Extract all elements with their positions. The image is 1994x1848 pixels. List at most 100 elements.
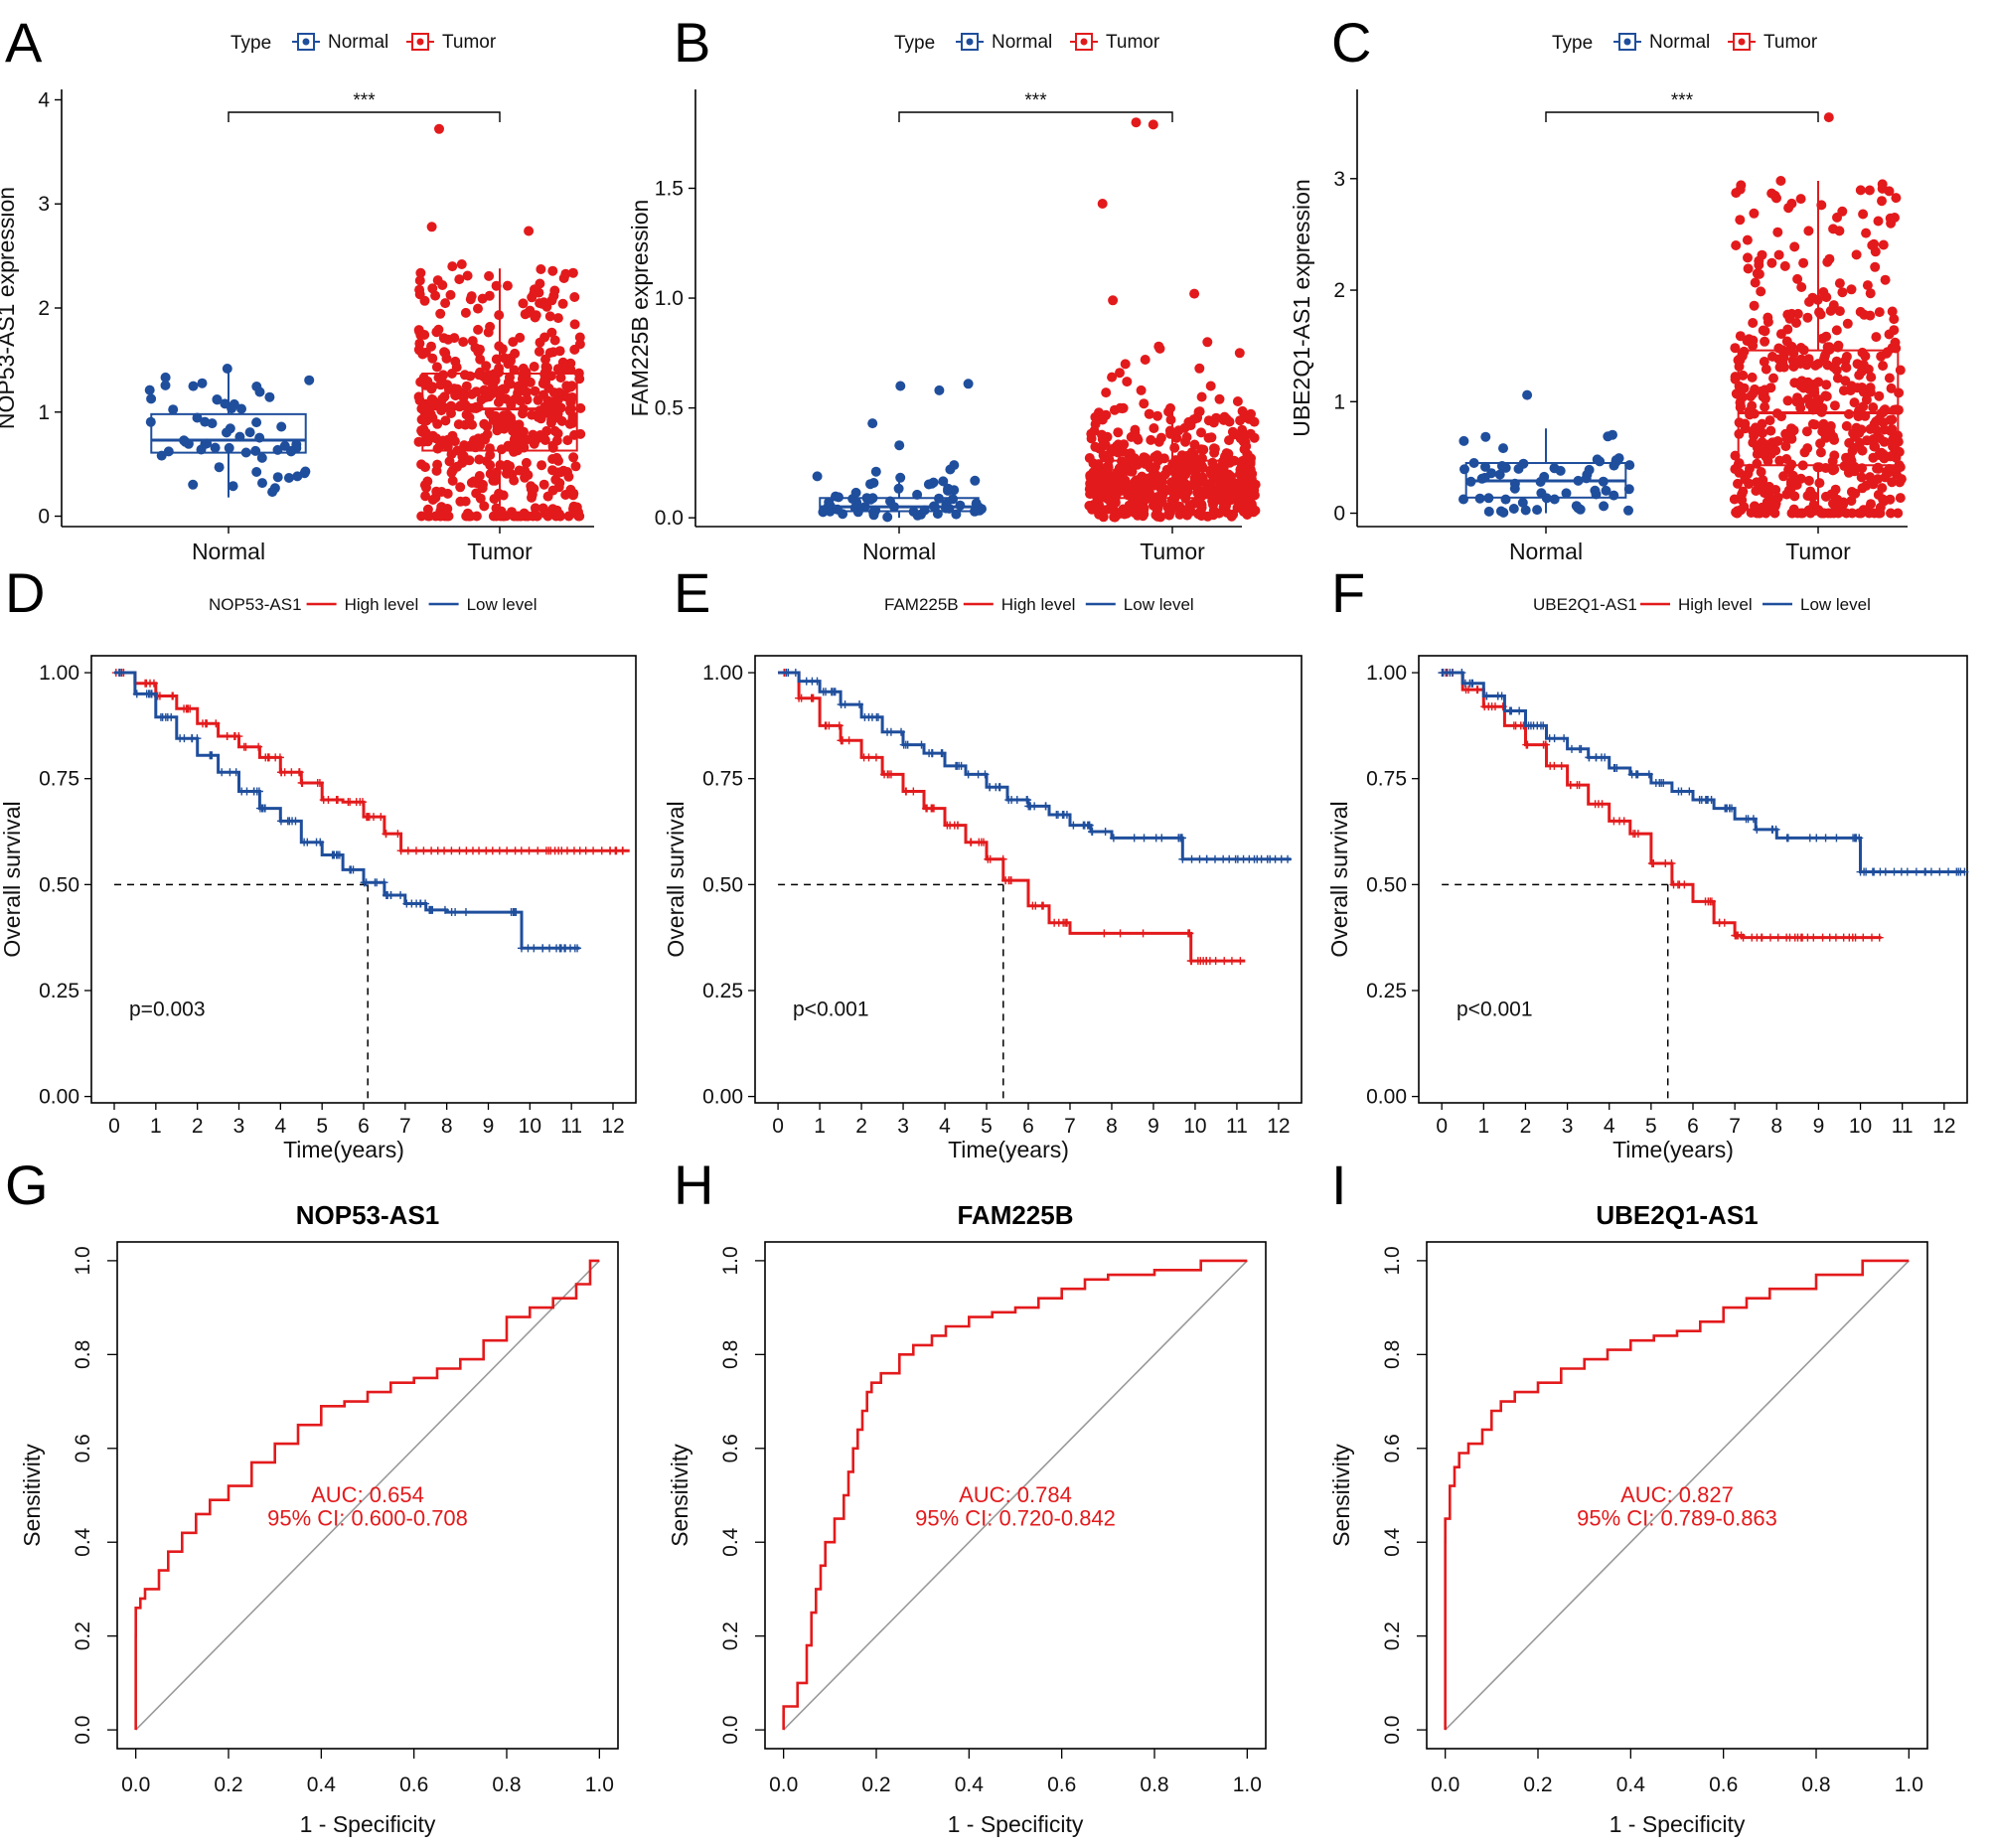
data-point [272, 472, 283, 483]
outlier-point [1115, 368, 1125, 379]
plot-frame [1418, 655, 1968, 1104]
data-point [1856, 508, 1867, 519]
data-point [1879, 436, 1890, 447]
outlier-point [447, 261, 458, 272]
x-tick-label: 0.2 [861, 1773, 890, 1796]
censor-mark [581, 847, 590, 855]
data-point [1772, 227, 1783, 237]
data-point [1895, 365, 1906, 376]
y-axis-title: Overall survival [1326, 801, 1352, 957]
data-point [422, 504, 433, 515]
data-point [1817, 333, 1828, 344]
legend-entry: High level [1001, 595, 1076, 614]
x-tick-label: 6 [1687, 1115, 1699, 1138]
data-point [1770, 445, 1781, 456]
censor-mark [1557, 761, 1566, 770]
data-point [228, 481, 238, 492]
data-point [1212, 463, 1223, 474]
censor-mark [1809, 933, 1818, 942]
roc-title: NOP53-AS1 [296, 1200, 440, 1230]
roc-panel-g: G NOP53-AS1 0.0 0.2 0.4 0.6 0.8 1.0 0.0 0.2 0.4 0.6… [5, 1154, 619, 1837]
censor-mark [953, 761, 962, 770]
x-tick-label: 3 [897, 1115, 909, 1138]
data-point [1865, 383, 1876, 393]
data-point [420, 462, 430, 473]
censor-mark [791, 669, 800, 678]
censor-mark [1944, 867, 1953, 876]
data-point [533, 411, 543, 422]
y-tick-label: 1.5 [655, 177, 684, 200]
data-point [1509, 483, 1520, 494]
data-point [570, 461, 581, 472]
data-point [1854, 427, 1865, 438]
data-point [1235, 464, 1246, 475]
p-value: p<0.001 [1457, 999, 1533, 1021]
data-point [1831, 365, 1842, 376]
data-point [569, 319, 580, 330]
panel-label: E [674, 561, 710, 624]
data-point [1757, 249, 1767, 260]
data-point [484, 270, 495, 281]
censor-mark [184, 704, 193, 713]
data-point [1829, 464, 1840, 475]
censor-mark [275, 753, 284, 762]
x-tick-label: 2 [192, 1115, 204, 1138]
data-point [254, 386, 265, 397]
data-point [1837, 206, 1848, 217]
legend-key-dot [1623, 38, 1631, 46]
data-point [438, 435, 448, 446]
data-point [549, 285, 560, 296]
data-point [575, 402, 586, 413]
data-point [539, 332, 550, 343]
data-point [544, 311, 555, 322]
data-point [567, 417, 578, 428]
data-point [537, 460, 547, 471]
censor-mark [276, 817, 285, 826]
data-point [1508, 504, 1519, 514]
data-point [1221, 501, 1231, 512]
data-point [1791, 318, 1801, 328]
data-point [1742, 234, 1753, 245]
censor-mark [1577, 744, 1586, 753]
data-point [1765, 425, 1776, 436]
data-point [416, 511, 427, 522]
km-curve-low-level [1442, 671, 1965, 873]
data-point [471, 511, 482, 522]
data-point [1804, 296, 1814, 307]
data-point [501, 468, 512, 479]
data-point [443, 334, 454, 345]
outlier-point [870, 466, 881, 477]
ci-label: 95% CI: 0.600-0.708 [267, 1506, 468, 1531]
data-point [236, 403, 246, 414]
x-tick-label: 1 [814, 1115, 826, 1138]
censor-mark [1473, 686, 1482, 694]
data-point [489, 470, 500, 481]
data-point [556, 415, 567, 426]
data-point [1878, 361, 1889, 372]
data-point [1878, 494, 1889, 505]
censor-mark [871, 753, 880, 762]
data-point [436, 376, 447, 386]
data-point [144, 385, 155, 395]
data-point [548, 413, 559, 424]
data-point [1781, 454, 1792, 464]
data-point [447, 430, 458, 441]
data-point [1788, 362, 1799, 372]
data-point [1849, 397, 1860, 408]
data-point [1864, 185, 1875, 196]
km-panel-e: E0 1 2 3 4 5 6 7 8 9 10 11 120.000.250.500.751.00Tim… [663, 561, 1303, 1162]
data-point [1829, 434, 1840, 445]
x-tick-label: 4 [1604, 1115, 1615, 1138]
censor-mark [1782, 933, 1791, 942]
data-point [440, 415, 451, 426]
data-point [1807, 418, 1818, 429]
censor-mark [525, 847, 534, 855]
censor-mark [1649, 859, 1658, 868]
x-tick-label: 2 [1520, 1115, 1532, 1138]
y-tick-label: 0 [38, 506, 50, 529]
censor-mark [237, 787, 246, 796]
x-tick-label: 12 [601, 1115, 624, 1138]
data-point [462, 270, 473, 281]
data-point [492, 421, 503, 431]
